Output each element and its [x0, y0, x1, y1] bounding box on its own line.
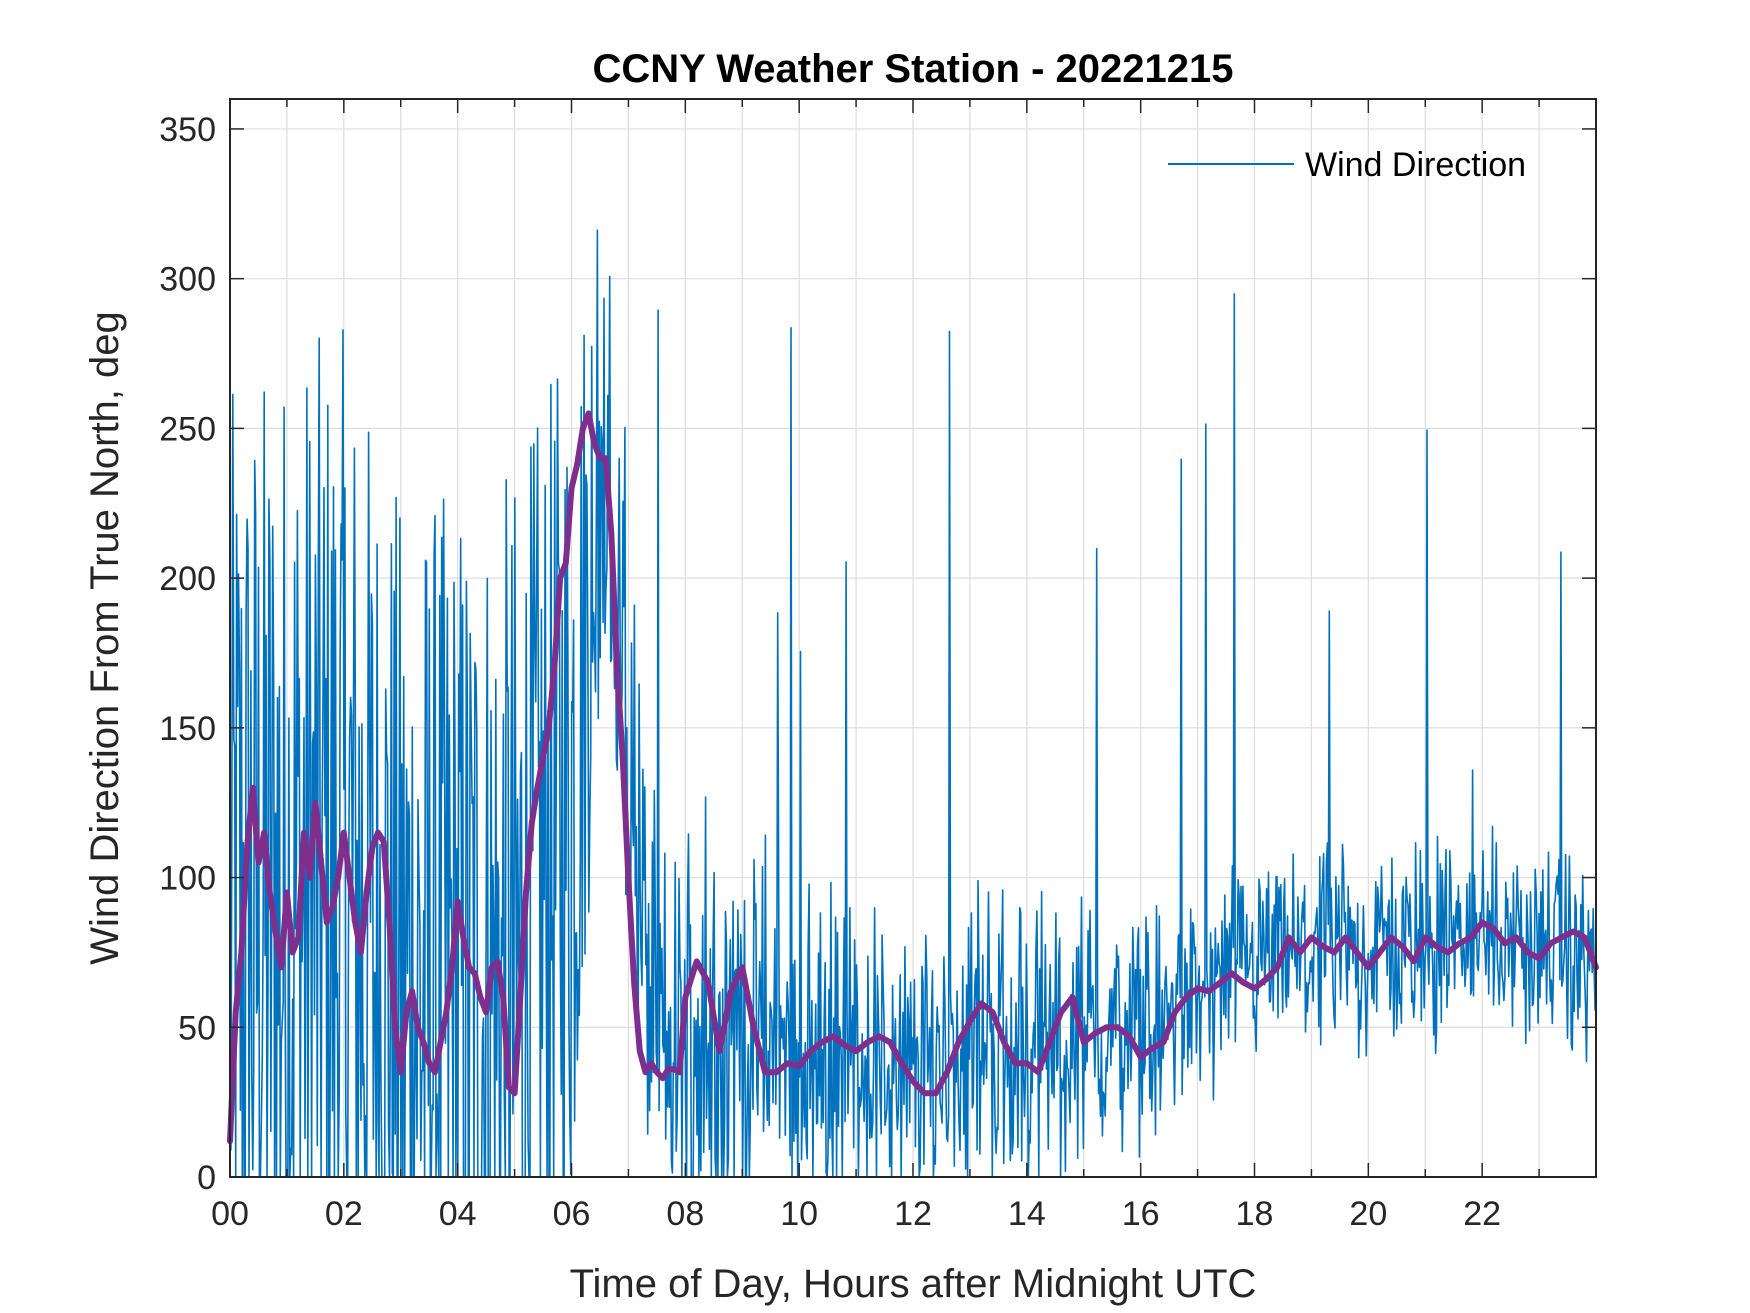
- x-tick-label: 18: [1236, 1195, 1274, 1233]
- x-tick-label: 12: [894, 1195, 932, 1233]
- plot-frame: [229, 98, 1597, 1178]
- x-tick-label: 22: [1463, 1195, 1501, 1233]
- y-tick-label: 50: [178, 1009, 216, 1047]
- y-tick-label: 100: [159, 860, 216, 898]
- x-tick-label: 16: [1122, 1195, 1160, 1233]
- chart-title: CCNY Weather Station - 20221215: [593, 47, 1234, 91]
- x-tick-label: 00: [211, 1195, 249, 1233]
- x-tick-label: 10: [780, 1195, 818, 1233]
- wind-direction-line: [229, 229, 1597, 1178]
- x-tick-label: 20: [1349, 1195, 1387, 1233]
- y-tick-label: 0: [197, 1159, 216, 1197]
- x-tick-label: 14: [1008, 1195, 1046, 1233]
- y-tick-label: 200: [159, 560, 216, 598]
- y-tick-label: 300: [159, 261, 216, 299]
- x-axis-label: Time of Day, Hours after Midnight UTC: [570, 1262, 1257, 1306]
- x-tick-labels: 00 02 04 06 08 10 12 14 16 18 20 22: [211, 1195, 1501, 1233]
- legend: Wind Direction: [1168, 146, 1526, 184]
- wind-direction-series: [229, 229, 1597, 1178]
- smoothed-line: [227, 410, 1599, 1145]
- x-tick-label: 02: [325, 1195, 363, 1233]
- x-tick-label: 06: [553, 1195, 591, 1233]
- x-tick-label: 04: [439, 1195, 477, 1233]
- x-tick-label: 08: [666, 1195, 704, 1233]
- y-axis-label: Wind Direction From True North, deg: [83, 311, 127, 965]
- smoothed-series: [227, 410, 1599, 1145]
- y-tick-labels: 0 50 100 150 200 250 300 350: [159, 111, 216, 1197]
- legend-label-wind-direction: Wind Direction: [1305, 146, 1526, 184]
- y-tick-label: 250: [159, 410, 216, 448]
- y-tick-label: 150: [159, 710, 216, 748]
- y-tick-label: 350: [159, 111, 216, 149]
